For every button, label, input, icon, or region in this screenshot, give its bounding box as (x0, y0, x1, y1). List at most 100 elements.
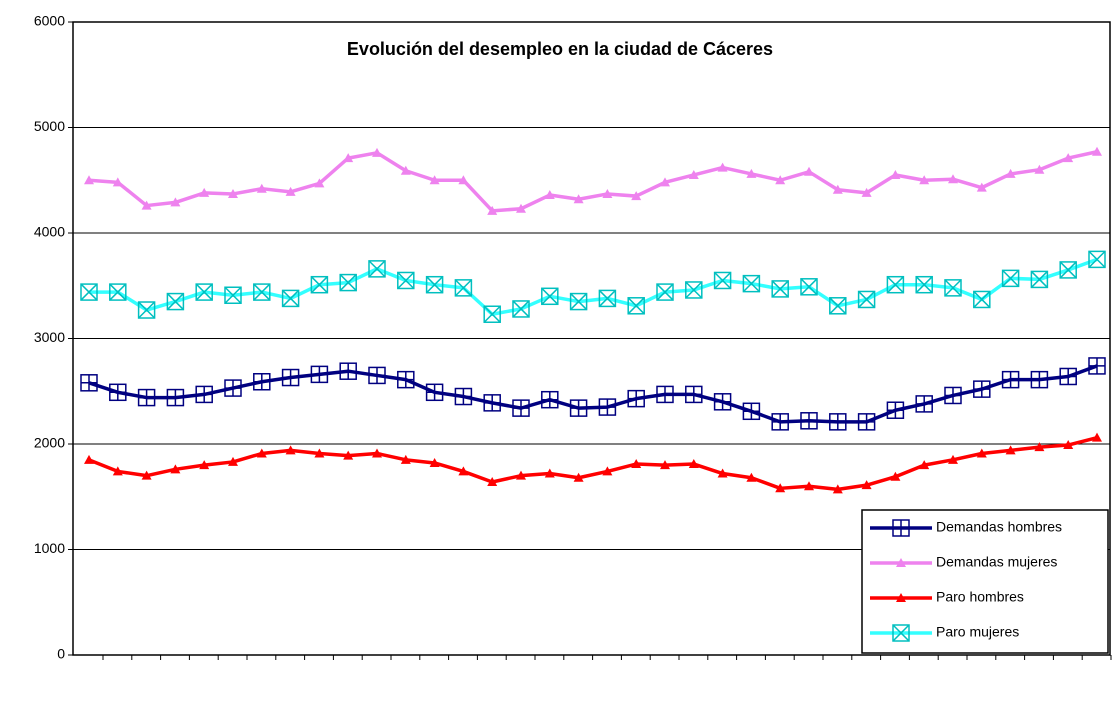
marker (631, 459, 642, 469)
marker (372, 147, 382, 157)
marker-triangle (544, 190, 555, 200)
marker (890, 471, 901, 481)
marker-cross (1088, 250, 1106, 268)
marker-triangle (1005, 168, 1016, 178)
marker-triangle (717, 468, 728, 478)
marker (228, 456, 238, 466)
marker (199, 187, 210, 197)
marker-box (195, 283, 213, 301)
marker (602, 188, 613, 198)
marker-box (892, 624, 910, 642)
marker-triangle (688, 169, 699, 179)
marker-triangle (141, 470, 152, 480)
marker-cross (541, 391, 558, 408)
marker-cross (714, 393, 731, 410)
marker-box (915, 275, 933, 294)
marker-cross (138, 389, 155, 406)
marker-triangle (861, 187, 872, 197)
marker-triangle (602, 466, 613, 476)
marker-triangle (746, 168, 757, 178)
marker (141, 470, 152, 480)
marker-cross (166, 293, 184, 311)
marker-triangle (631, 191, 642, 201)
marker-triangle (516, 203, 526, 213)
marker (746, 168, 757, 178)
marker (890, 169, 901, 179)
marker-cross (253, 283, 271, 301)
y-tick-label: 1000 (34, 540, 65, 556)
marker-box (541, 287, 559, 306)
marker (310, 275, 329, 294)
marker-cross (541, 287, 559, 305)
marker-triangle (660, 460, 670, 470)
marker-cross (1089, 357, 1105, 374)
marker-triangle (775, 175, 786, 185)
marker-triangle (372, 147, 382, 157)
marker-triangle (660, 177, 670, 187)
marker-triangle (896, 558, 906, 567)
marker-cross (893, 520, 909, 536)
marker-triangle (84, 454, 94, 464)
marker-cross (570, 293, 588, 311)
marker-box (425, 275, 444, 294)
marker-triangle (256, 448, 267, 458)
marker-box (397, 271, 415, 290)
marker (892, 624, 910, 642)
marker-cross (368, 260, 386, 278)
marker (573, 472, 584, 482)
marker (915, 395, 933, 413)
marker-cross (801, 412, 817, 429)
marker (343, 153, 354, 163)
marker (886, 401, 905, 419)
marker (1092, 146, 1102, 156)
marker-cross (657, 386, 673, 403)
marker-box (80, 283, 98, 301)
marker-cross (772, 413, 789, 430)
marker (1005, 168, 1016, 178)
marker (339, 273, 357, 292)
y-tick-label: 3000 (34, 329, 65, 345)
marker (948, 174, 958, 184)
marker (944, 386, 962, 405)
marker (1034, 164, 1045, 174)
marker (84, 175, 94, 185)
marker-triangle (861, 480, 872, 490)
series-line (88, 150, 1098, 213)
marker (112, 466, 123, 476)
marker-box (512, 300, 530, 318)
marker (281, 368, 300, 387)
marker (400, 454, 411, 464)
marker-triangle (343, 153, 354, 163)
marker (339, 362, 357, 380)
marker-cross (196, 386, 213, 403)
marker-cross (858, 290, 876, 308)
marker (886, 275, 905, 294)
marker (80, 374, 98, 392)
marker (717, 162, 728, 172)
marker-cross (973, 381, 990, 398)
marker-triangle (458, 175, 469, 185)
marker (919, 175, 930, 185)
marker (228, 188, 238, 198)
marker (1005, 445, 1016, 455)
y-tick-label: 0 (57, 646, 65, 662)
marker (253, 373, 271, 391)
marker-cross (512, 300, 530, 318)
marker-triangle (1092, 432, 1102, 442)
marker-cross (109, 283, 127, 301)
marker (771, 280, 789, 298)
marker-box (800, 278, 818, 296)
marker-cross (224, 286, 242, 304)
y-tick-label: 6000 (34, 13, 65, 29)
marker (224, 286, 242, 304)
marker-cross (340, 363, 357, 380)
plot-frame (72, 21, 1111, 656)
marker (199, 460, 210, 470)
marker (314, 448, 325, 458)
marker (141, 200, 152, 210)
marker (832, 184, 843, 194)
marker-cross (858, 413, 875, 430)
marker-box (886, 275, 905, 294)
marker (544, 468, 555, 478)
marker (425, 275, 444, 294)
